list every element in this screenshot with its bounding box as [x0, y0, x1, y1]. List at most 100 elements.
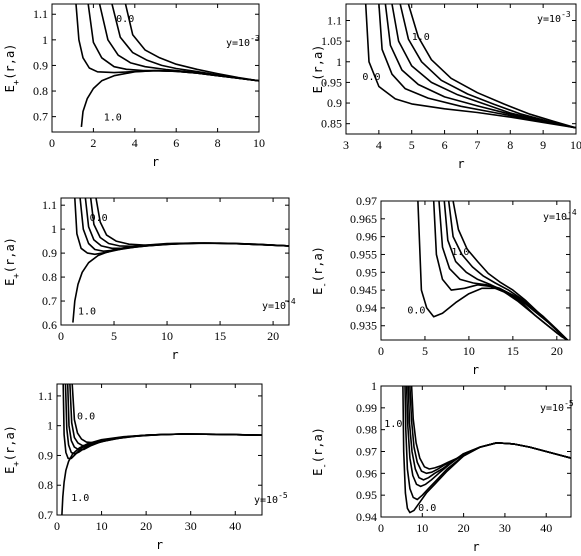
y-axis-label-main: E: [311, 288, 325, 295]
y-axis-label-main: E: [3, 279, 17, 286]
y-tick-label: 0.98: [356, 423, 377, 437]
series-curve-5: [407, 4, 576, 129]
y-axis-label-main: E: [3, 467, 17, 474]
x-tick-label: 10: [570, 138, 581, 152]
series-curve-5: [410, 386, 571, 470]
x-tick-label: 5: [111, 329, 117, 343]
x-tick-label: 15: [507, 344, 519, 358]
x-axis-label: r: [171, 348, 178, 362]
y-tick-label: 0.94: [356, 301, 377, 315]
parameter-annotation-exp: -4: [286, 297, 296, 306]
x-tick-label: 0: [54, 519, 60, 533]
x-tick-label: 40: [229, 519, 241, 533]
y-tick-label: 0.96: [356, 466, 377, 480]
y-tick-label: 1.1: [327, 14, 342, 28]
panel-p2: 3 4 5 6 7 8 9 10 0.85 0.9 0.95 1 1.05 1.1 r E-(r,a) 0.0 1…: [311, 3, 581, 171]
series-curve-3: [407, 386, 571, 481]
y-tick-label: 1: [42, 33, 48, 47]
plot-frame: [60, 197, 290, 326]
y-axis-label-sub: -: [320, 81, 330, 86]
series-curve-4: [111, 4, 259, 82]
panel-p6: 0 10 20 30 40 0.94 0.95 0.96 0.97 0.98 0.99 1 r E-(r,…: [311, 379, 574, 554]
y-axis-label: E+(r,a): [3, 237, 22, 286]
x-tick-label: 2: [90, 136, 96, 150]
plot-frame: [51, 3, 260, 133]
y-tick-label: 1.05: [321, 34, 342, 48]
y-tick-label: 0.95: [321, 75, 342, 89]
parameter-annotation: y=10-4: [262, 297, 296, 312]
parameter-annotation-exp: -4: [567, 208, 577, 217]
series-curve-0: [72, 242, 289, 323]
x-axis-label: r: [472, 363, 479, 377]
parameter-annotation-base: y=10: [226, 38, 250, 49]
y-tick-label: 0.965: [350, 212, 377, 226]
parameter-annotation-exp: -3: [561, 10, 571, 19]
series-curve-5: [124, 4, 259, 82]
y-tick-label: 1: [336, 55, 342, 69]
parameter-annotation-base: y=10: [537, 14, 561, 25]
y-tick-label: 0.95: [356, 265, 377, 279]
y-axis-label-rest: (r,a): [311, 427, 325, 463]
y-tick-label: 1.1: [42, 198, 57, 212]
series-curve-4: [69, 384, 262, 447]
x-tick-label: 0: [49, 136, 55, 150]
y-tick-label: 0.97: [356, 194, 377, 208]
y-axis-label-sub: +: [12, 79, 22, 85]
y-tick-label: 0.9: [42, 246, 57, 260]
y-tick-label: 0.95: [356, 488, 377, 502]
curve-label: 1.0: [104, 113, 122, 124]
parameter-annotation: y=10-5: [540, 399, 574, 414]
y-tick-label: 1: [47, 419, 53, 433]
parameter-annotation-base: y=10: [543, 212, 567, 223]
y-axis-label: E-(r,a): [311, 427, 330, 476]
parameter-annotation-base: y=10: [540, 403, 564, 414]
x-tick-label: 10: [161, 329, 173, 343]
y-tick-label: 0.9: [327, 96, 342, 110]
curve-label: 1.0: [451, 247, 469, 258]
y-tick-label: 1.1: [38, 389, 53, 403]
series-curve-2: [405, 386, 571, 488]
panel-p1: 0 2 4 6 8 10 0.7 0.8 0.9 1 1.1 r E+(r,a) 0.0 1.0 y=10-3: [3, 3, 265, 169]
parameter-annotation: y=10-3: [537, 10, 571, 25]
y-tick-label: 0.7: [42, 294, 57, 308]
curve-label: 0.0: [407, 306, 425, 317]
y-tick-label: 0.9: [33, 58, 48, 72]
plot-frame: [380, 200, 571, 341]
y-axis-label-rest: (r,a): [3, 425, 17, 461]
y-tick-label: 0.6: [42, 318, 57, 332]
x-tick-label: 10: [463, 344, 475, 358]
y-tick-label: 0.9: [38, 448, 53, 462]
x-tick-label: 4: [132, 136, 138, 150]
y-axis-label-rest: (r,a): [3, 44, 17, 80]
y-tick-label: 0.94: [356, 510, 377, 524]
x-tick-label: 7: [474, 138, 480, 152]
y-tick-label: 0.97: [356, 445, 377, 459]
curve-label: 1.0: [384, 419, 402, 430]
y-axis-label-main: E: [311, 86, 325, 93]
y-tick-label: 0.8: [38, 478, 53, 492]
x-tick-label: 30: [185, 519, 197, 533]
y-tick-label: 0.99: [356, 401, 377, 415]
x-tick-label: 20: [458, 521, 470, 535]
series-curve-5: [95, 198, 289, 247]
x-axis-label: r: [457, 157, 464, 171]
y-tick-label: 0.955: [350, 247, 377, 261]
y-axis-label-sub: +: [12, 461, 22, 467]
series-curve-1: [74, 198, 289, 256]
x-tick-label: 0: [378, 521, 384, 535]
series-curve-4: [89, 198, 289, 248]
parameter-annotation-base: y=10: [254, 495, 278, 506]
x-tick-label: 20: [140, 519, 152, 533]
curve-label: 1.0: [71, 493, 89, 504]
panel-p4: 0 5 10 15 20 0.935 0.94 0.945 0.95 0.955 0.96 0.965…: [311, 194, 577, 377]
series-curve-4: [399, 4, 576, 129]
y-tick-label: 0.935: [350, 319, 377, 333]
curve-label: 0.0: [77, 411, 95, 422]
y-axis-label-main: E: [3, 85, 17, 92]
plot-frame: [345, 3, 577, 135]
y-tick-label: 1.1: [33, 7, 48, 21]
series-curve-5: [452, 201, 568, 340]
y-tick-label: 0.945: [350, 283, 377, 297]
y-axis-label-rest: (r,a): [3, 237, 17, 273]
